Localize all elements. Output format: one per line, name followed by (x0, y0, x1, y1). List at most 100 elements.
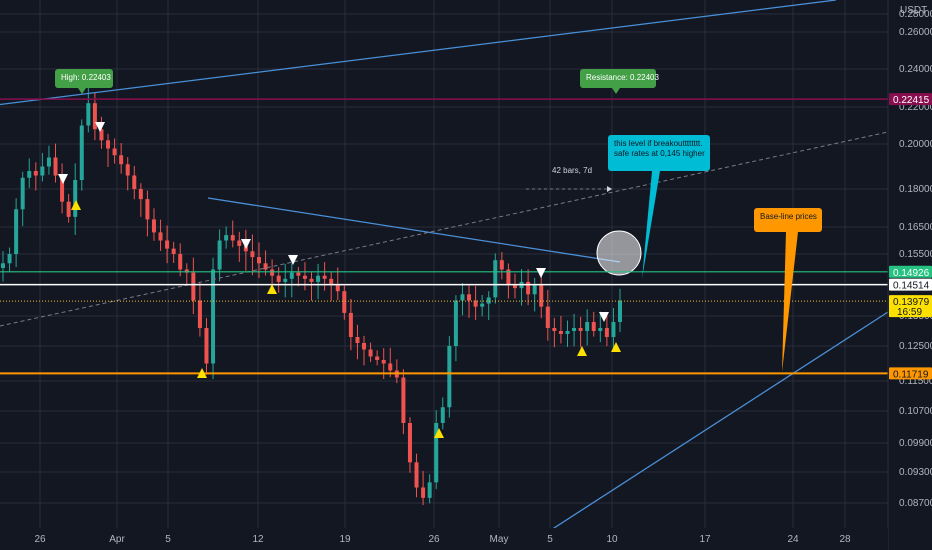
candle-body (112, 148, 117, 156)
y-tick-label: 0.26000 (899, 27, 932, 38)
buy-marker (434, 428, 444, 438)
candle-body (499, 260, 504, 270)
price-label-text: 0.22415 (893, 95, 930, 106)
candle-body (106, 140, 111, 149)
y-tick-label: 0.22000 (899, 102, 932, 113)
candle-body (329, 278, 334, 285)
duration-arrow-head (607, 186, 612, 192)
candle-body (217, 240, 222, 270)
y-tick-label: 0.09300 (899, 467, 932, 478)
baseline-callout-pointer (782, 232, 798, 372)
candle-body (165, 240, 170, 249)
candle-body (388, 363, 393, 371)
price-label-box (889, 295, 932, 318)
candle-body (33, 171, 38, 176)
x-tick-label: 19 (339, 534, 351, 545)
candle-body (230, 235, 235, 241)
resistance-callout-text: Resistance: 0.22403 (586, 73, 659, 82)
x-tick-label: 28 (839, 534, 851, 545)
candle-body (348, 312, 353, 337)
candles (1, 86, 622, 506)
y-tick-label: 0.10700 (899, 406, 932, 417)
breakout-callout (608, 135, 710, 171)
candle-body (191, 272, 196, 301)
candle-body (302, 275, 307, 279)
candle-body (211, 269, 216, 364)
candle-body (440, 407, 445, 423)
y-tick-label: 0.15500 (899, 249, 932, 260)
buy-marker (197, 368, 207, 378)
candle-body (151, 219, 156, 233)
price-label-box (889, 367, 932, 380)
sell-marker (58, 174, 68, 184)
candle-body (256, 257, 261, 264)
candle-body (263, 263, 268, 270)
candle-body (250, 251, 255, 258)
candle-body (40, 166, 45, 176)
candle-body (565, 331, 570, 334)
candle-body (407, 423, 412, 463)
baseline-callout-text: Base-line prices (760, 212, 817, 221)
candle-body (539, 285, 544, 307)
candle-body (618, 300, 622, 322)
candle-body (375, 356, 380, 360)
price-label-box (889, 265, 932, 278)
high-callout-text: High: 0.22403 (61, 73, 111, 82)
breakout-callout-text: this level if breakoutttttttt. (614, 139, 702, 148)
candle-body (60, 175, 65, 202)
candle-body (66, 201, 71, 217)
candle-body (545, 306, 550, 328)
candle-body (92, 103, 97, 130)
candle-body (355, 337, 360, 343)
y-tick-label: 0.16500 (899, 222, 932, 233)
grid (0, 0, 888, 530)
sell-marker (599, 312, 609, 322)
x-tick-label: 26 (34, 534, 46, 545)
candle-body (14, 209, 19, 254)
candle-body (467, 294, 472, 301)
y-axis-unit: USDT (900, 5, 927, 16)
candle-body (552, 328, 557, 331)
candle-body (46, 157, 51, 167)
candle-body (342, 291, 347, 313)
candle-body (486, 297, 491, 304)
candle-body (276, 275, 281, 282)
y-tick-label: 0.08700 (899, 498, 932, 509)
candle-body (289, 272, 294, 279)
candle-body (585, 322, 590, 331)
y-tick-label: 0.11500 (899, 376, 932, 387)
price-label-text: 0.14514 (893, 281, 930, 292)
candle-body (480, 303, 485, 307)
resistance-callout (580, 69, 656, 88)
candle-body (421, 487, 426, 498)
candle-body (138, 189, 143, 200)
y-tick-label: 0.24000 (899, 64, 932, 75)
price-label-text: 0.11719 (893, 369, 929, 380)
candle-body (362, 343, 367, 350)
x-tick-label: Apr (109, 534, 125, 545)
candle-body (99, 129, 104, 141)
sell-marker (288, 255, 298, 265)
candle-body (381, 360, 386, 364)
highlight-circle (596, 230, 642, 276)
buy-marker (611, 342, 621, 352)
candle-body (526, 281, 531, 295)
y-tick-label: 0.20000 (899, 139, 932, 150)
candle-body (132, 175, 137, 189)
candle-body (473, 300, 478, 307)
sell-marker (95, 122, 105, 132)
candle-body (86, 103, 91, 126)
breakout-callout-text: safe rates at 0,145 higher (614, 149, 705, 158)
candle-body (611, 322, 616, 337)
x-tick-label: 12 (252, 534, 264, 545)
candle-body (578, 328, 583, 331)
candle-body (1, 263, 5, 269)
candle-body (453, 300, 458, 346)
candle-body (604, 328, 609, 337)
candle-body (79, 125, 84, 180)
candle-body (572, 328, 577, 331)
x-tick-label: 26 (428, 534, 440, 545)
sell-marker (536, 268, 546, 278)
